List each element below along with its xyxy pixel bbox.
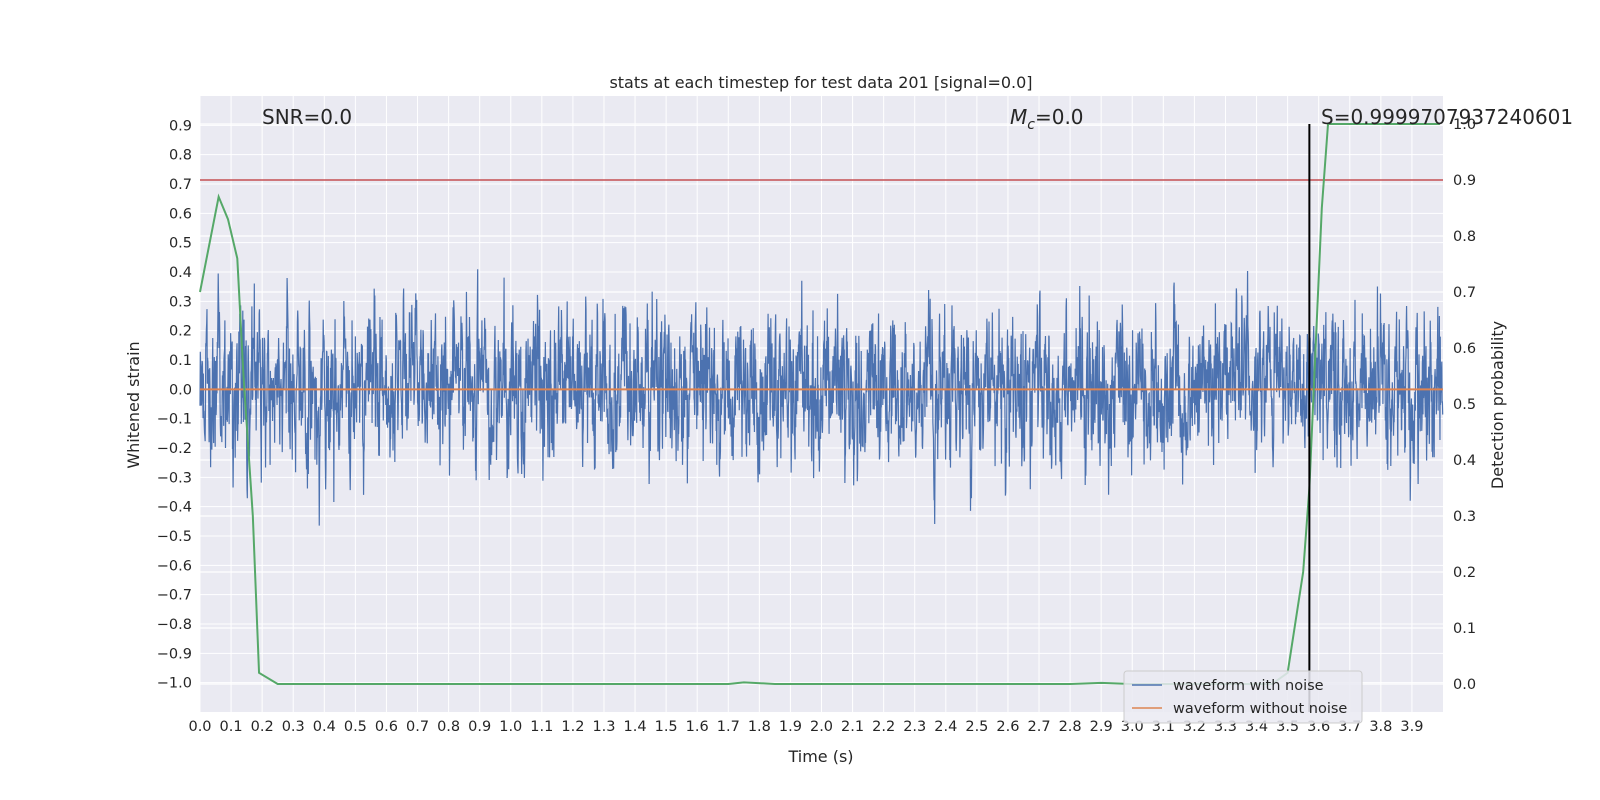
y2-tick-label: 0.0 — [1453, 677, 1476, 693]
legend: waveform with noise waveform without noi… — [1123, 670, 1363, 724]
y-tick-label: −0.8 — [157, 617, 192, 633]
y2-axis-label: Detection probability — [1488, 321, 1507, 489]
x-tick-label: 1.9 — [779, 719, 802, 735]
mc-annotation: Mc=0.0 — [1010, 105, 1084, 133]
x-tick-label: 2.3 — [903, 719, 926, 735]
x-tick-label: 0.2 — [251, 719, 274, 735]
x-tick-label: 1.0 — [499, 719, 522, 735]
mc-symbol: M — [1010, 105, 1027, 129]
y-tick-label: 0.4 — [169, 265, 192, 281]
y-axis-label: Whitened strain — [124, 341, 143, 468]
x-tick-label: 1.3 — [592, 719, 615, 735]
x-tick-label: 1.8 — [748, 719, 771, 735]
y-tick-label: −0.1 — [157, 412, 192, 428]
s-annotation: S=0.9999707937240601 — [1321, 105, 1573, 129]
y-tick-label: 0.6 — [169, 206, 192, 222]
x-tick-label: 0.5 — [344, 719, 367, 735]
y-tick-label: −0.5 — [157, 529, 192, 545]
x-tick-label: 2.4 — [934, 719, 957, 735]
y2-tick-label: 0.2 — [1453, 565, 1476, 581]
y2-tick-label: 0.9 — [1453, 173, 1476, 189]
y2-tick-label: 0.5 — [1453, 397, 1476, 413]
x-tick-label: 0.7 — [406, 719, 429, 735]
y-tick-labels: 0.9 0.8 0.7 0.6 0.5 0.4 0.3 0.2 0.1 0.0 −0.1 −0.2 −0… — [157, 118, 192, 691]
x-tick-label: 1.2 — [561, 719, 584, 735]
chart-title: stats at each timestep for test data 201… — [609, 73, 1032, 92]
y-tick-label: −0.7 — [157, 588, 192, 604]
y-tick-label: 0.7 — [169, 177, 192, 193]
x-tick-label: 2.9 — [1090, 719, 1113, 735]
x-tick-label: 1.7 — [717, 719, 740, 735]
y-tick-label: −1.0 — [157, 676, 192, 692]
y-tick-label: 0.5 — [169, 236, 192, 252]
x-tick-label: 1.1 — [530, 719, 553, 735]
mc-subscript: c — [1027, 117, 1035, 133]
grid — [199, 96, 1443, 712]
legend-label-clean: waveform without noise — [1173, 701, 1347, 717]
x-tick-label: 2.0 — [810, 719, 833, 735]
y-tick-label: 0.1 — [169, 353, 192, 369]
y-tick-label: 0.8 — [169, 148, 192, 164]
x-tick-label: 2.5 — [965, 719, 988, 735]
y-tick-label: 0.9 — [169, 118, 192, 134]
x-tick-label: 0.9 — [468, 719, 491, 735]
x-tick-label: 0.4 — [313, 719, 336, 735]
x-tick-label: 2.2 — [872, 719, 895, 735]
y2-tick-label: 1.0 — [1453, 117, 1476, 133]
legend-box — [1123, 670, 1363, 724]
x-tick-label: 0.3 — [282, 719, 305, 735]
y-tick-label: 0.3 — [169, 294, 192, 310]
y2-tick-label: 0.7 — [1453, 285, 1476, 301]
x-tick-label: 2.6 — [996, 719, 1019, 735]
x-axis-label: Time (s) — [787, 747, 853, 766]
x-tick-label: 2.8 — [1059, 719, 1082, 735]
x-tick-label: 2.7 — [1027, 719, 1050, 735]
x-tick-label: 1.4 — [624, 719, 647, 735]
series-lines — [199, 123, 1443, 712]
x-tick-label: 3.8 — [1369, 719, 1392, 735]
y2-tick-label: 0.6 — [1453, 341, 1476, 357]
x-tick-label: 0.0 — [188, 719, 211, 735]
y-tick-label: 0.2 — [169, 324, 192, 340]
y-tick-label: −0.3 — [157, 470, 192, 486]
x-tick-label: 3.9 — [1400, 719, 1423, 735]
x-tick-label: 0.6 — [375, 719, 398, 735]
y2-tick-label: 0.1 — [1453, 621, 1476, 637]
y2-tick-label: 0.4 — [1453, 453, 1476, 469]
y-tick-label: −0.4 — [157, 500, 192, 516]
y-tick-label: 0.0 — [169, 382, 192, 398]
y2-tick-label: 0.8 — [1453, 229, 1476, 245]
y2-tick-label: 0.3 — [1453, 509, 1476, 525]
x-tick-label: 0.1 — [220, 719, 243, 735]
snr-annotation: SNR=0.0 — [262, 105, 352, 129]
x-tick-label: 2.1 — [841, 719, 864, 735]
detection-probability-line — [199, 123, 1440, 685]
x-tick-label: 1.6 — [686, 719, 709, 735]
y-tick-label: −0.2 — [157, 441, 192, 457]
x-tick-label: 1.5 — [655, 719, 678, 735]
x-tick-label: 0.8 — [437, 719, 460, 735]
y-tick-label: −0.6 — [157, 558, 192, 574]
legend-label-noise: waveform with noise — [1173, 678, 1324, 694]
mc-value: =0.0 — [1035, 105, 1084, 129]
y2-tick-labels: 1.0 0.9 0.8 0.7 0.6 0.5 0.4 0.3 0.2 0.1 0.0 — [1453, 117, 1476, 693]
y-tick-label: −0.9 — [157, 646, 192, 662]
